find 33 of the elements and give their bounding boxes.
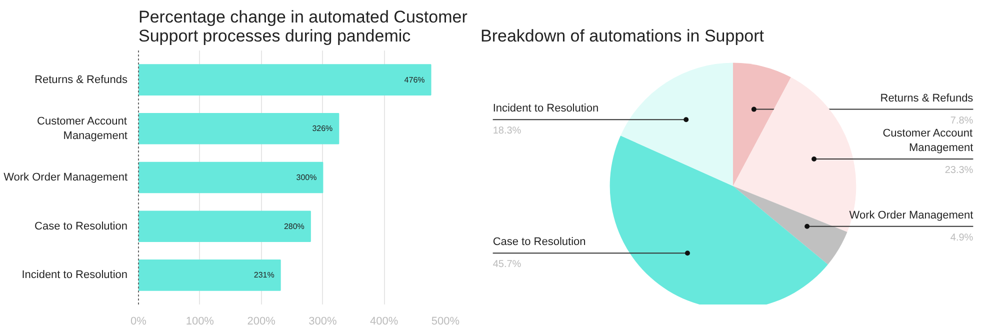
x-tick-label: 200%: [247, 316, 276, 328]
bar: [138, 210, 311, 242]
slice-label: Returns & Refunds: [880, 92, 974, 104]
data-label: 476%: [404, 75, 425, 84]
slice-label: Incident to Resolution: [492, 102, 599, 115]
data-label: 326%: [312, 124, 333, 134]
y-tick-label: Work Order Management: [4, 172, 128, 184]
data-label: 231%: [254, 270, 274, 280]
x-tick-label: 0%: [130, 316, 147, 328]
data-label: 7.8%: [950, 115, 974, 126]
bar: [138, 113, 340, 144]
y-tick-label: Incident to Resolution: [22, 269, 128, 282]
bar: [138, 64, 432, 96]
slice-label: Customer Account Management: [882, 128, 974, 154]
y-tick-label: Customer Account Management: [37, 115, 128, 142]
x-tick-label: 400%: [370, 316, 398, 328]
y-tick-label: Case to Resolution: [34, 220, 128, 232]
y-tick-label: Returns & Refunds: [34, 74, 128, 86]
chart-title: Percentage change in automated Customer Support processes during pandemic: [138, 8, 468, 46]
data-label: 300%: [296, 173, 317, 182]
data-label: 45.7%: [492, 259, 522, 270]
bar: [138, 162, 324, 194]
x-tick-label: 500%: [431, 316, 460, 328]
data-label: 18.3%: [492, 126, 522, 137]
slice-label: Work Order Management: [849, 209, 974, 222]
data-label: 23.3%: [944, 164, 974, 176]
chart-title: Breakdown of automations in Support: [480, 26, 764, 46]
data-label: 280%: [284, 222, 304, 231]
bar: [138, 260, 281, 291]
x-tick-label: 100%: [186, 316, 214, 328]
x-tick-label: 300%: [308, 316, 337, 328]
data-label: 4.9%: [950, 232, 974, 244]
slice-label: Case to Resolution: [492, 236, 586, 248]
